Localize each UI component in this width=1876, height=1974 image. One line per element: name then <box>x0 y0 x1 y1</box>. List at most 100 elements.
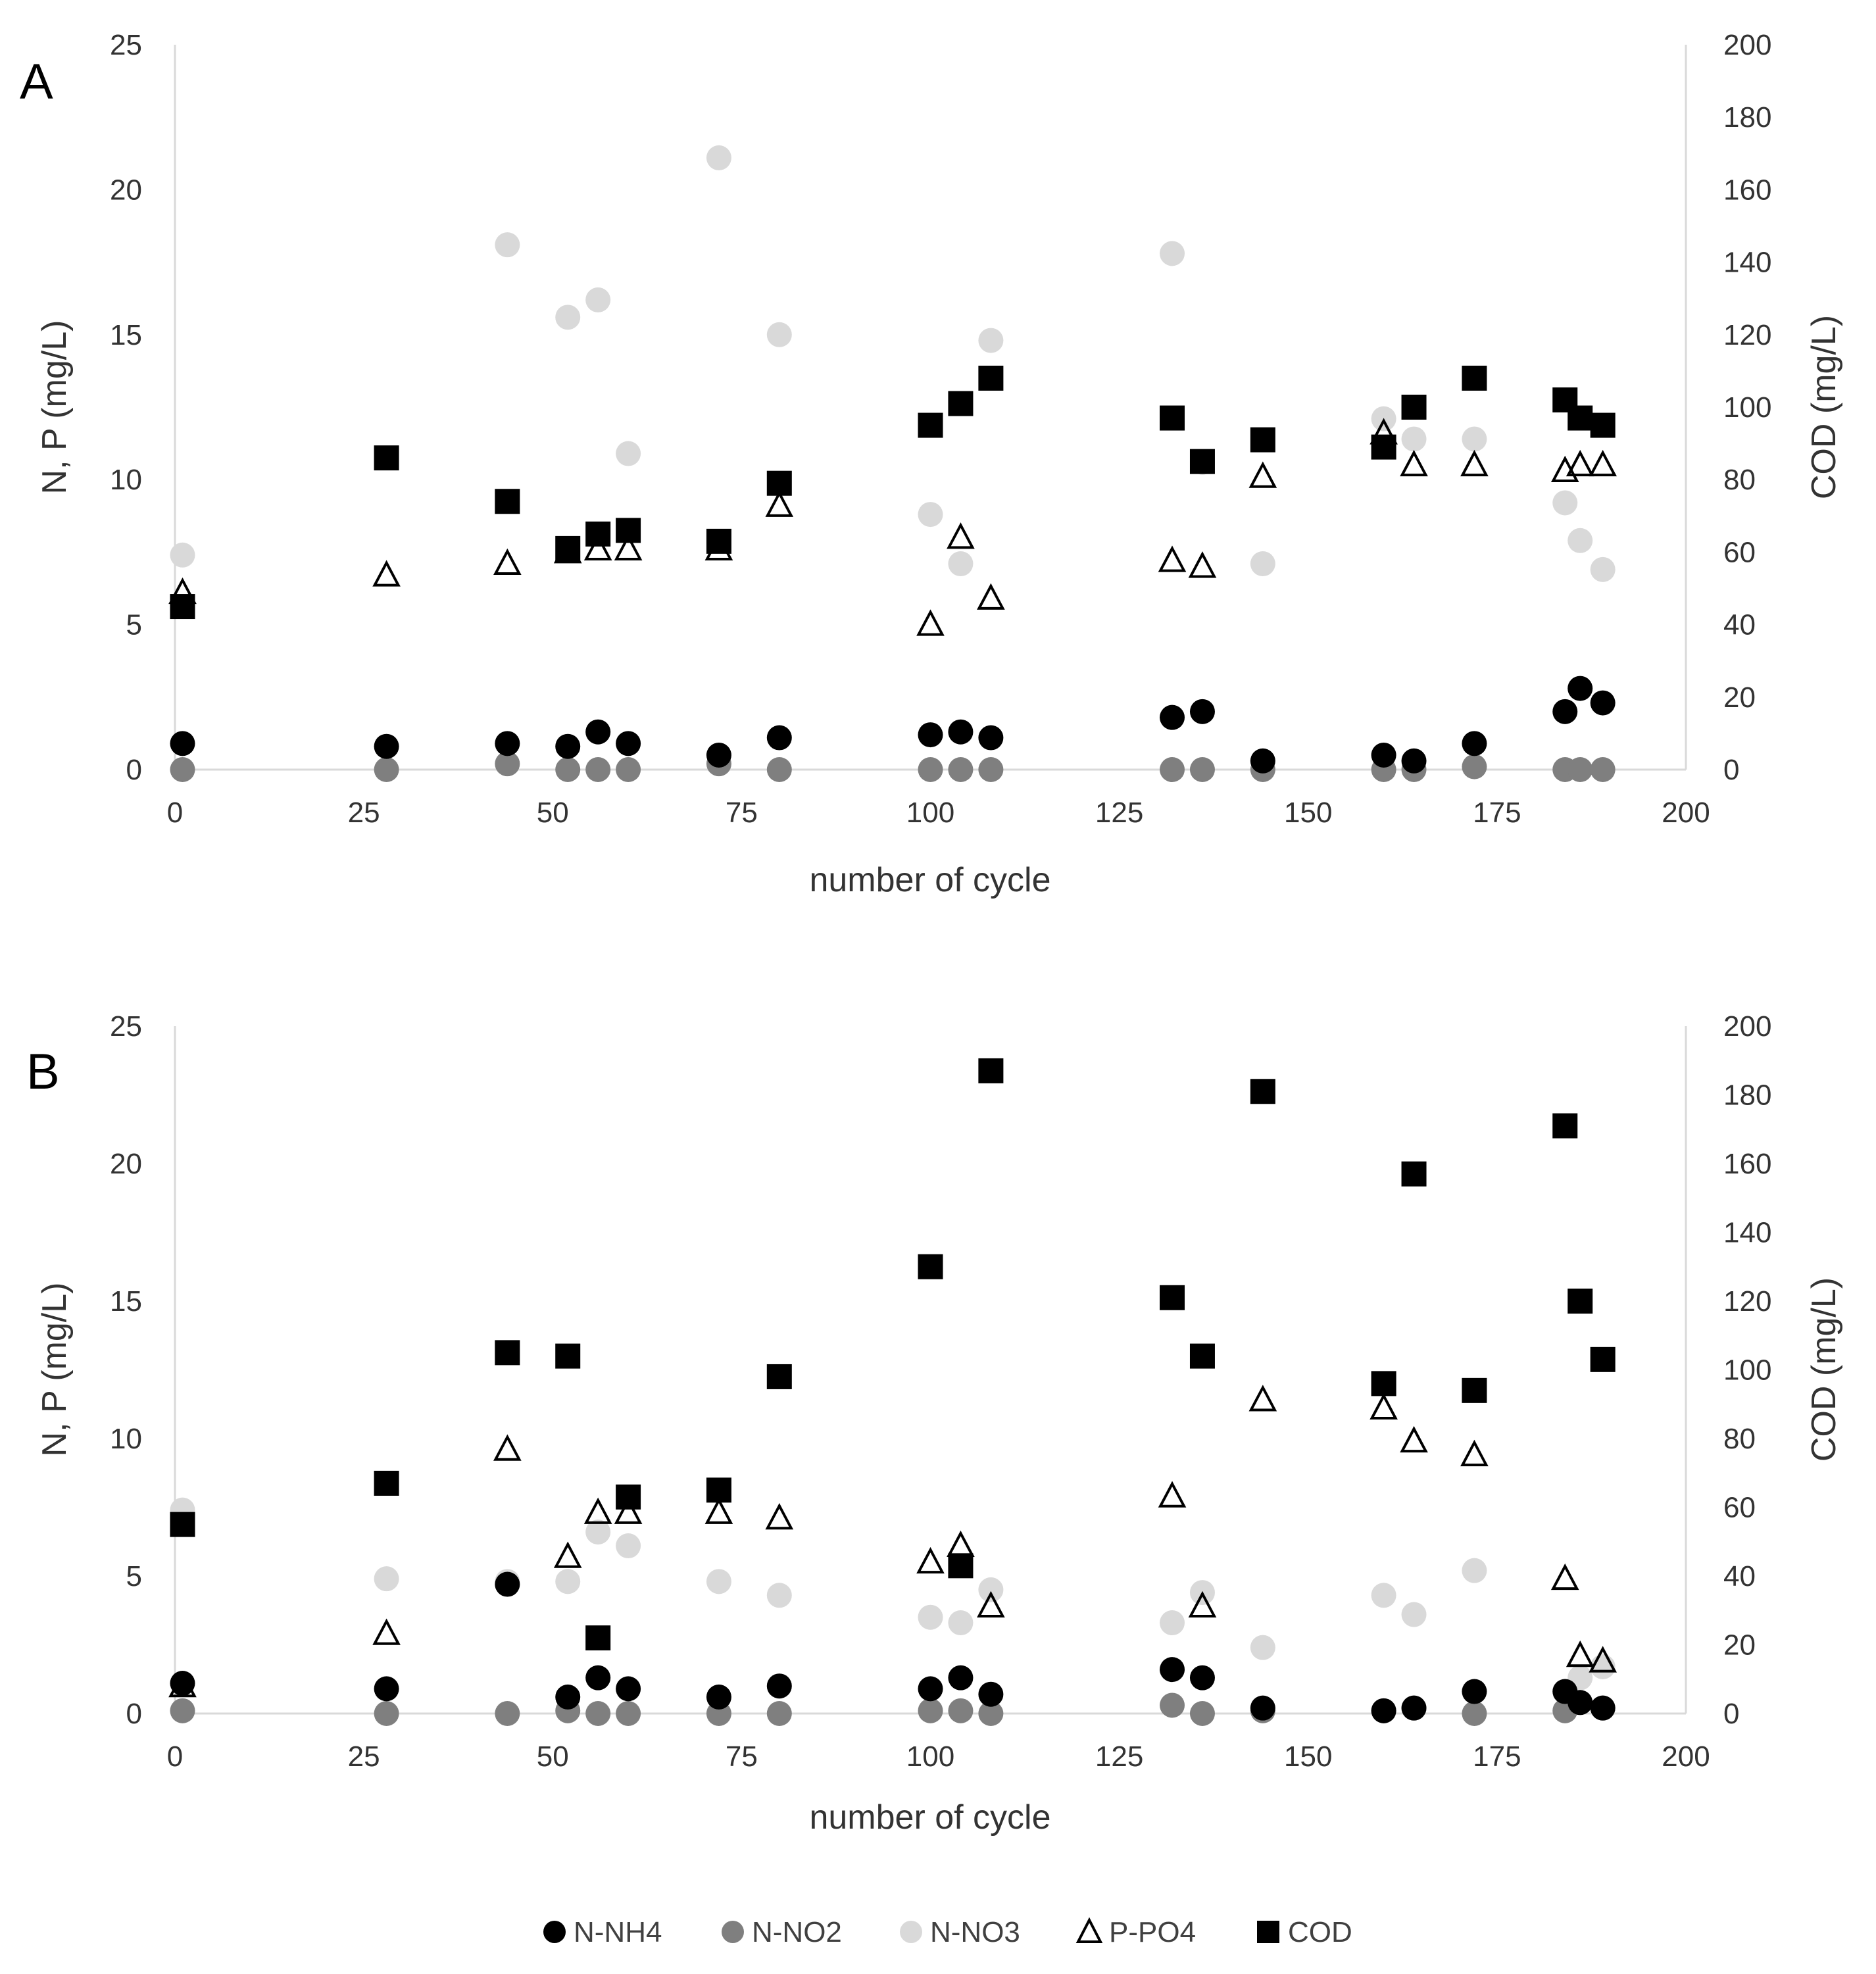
x-tick-label: 150 <box>1284 797 1332 829</box>
data-point <box>1590 690 1616 716</box>
data-point <box>170 1512 195 1537</box>
x-tick-label: 100 <box>906 797 954 829</box>
data-point <box>1370 1393 1398 1420</box>
data-point <box>766 1701 792 1726</box>
data-point <box>978 1701 1004 1726</box>
data-point <box>1590 412 1616 438</box>
data-point <box>766 1673 792 1699</box>
data-point <box>1189 757 1215 782</box>
series-n-no2 <box>170 751 1616 782</box>
data-point <box>170 594 195 620</box>
data-point <box>495 751 520 777</box>
legend-marker-circle <box>900 1921 922 1943</box>
series-cod <box>170 365 1616 620</box>
y-tick-label: 10 <box>110 1423 142 1455</box>
data-point <box>585 1625 611 1651</box>
data-point <box>918 1698 943 1723</box>
y-tick-label: 0 <box>126 754 142 786</box>
data-point <box>918 1676 943 1702</box>
data-point <box>1189 1343 1215 1369</box>
data-point <box>1250 1695 1275 1721</box>
y2-tick-label: 160 <box>1723 174 1771 206</box>
x-axis-title: number of cycle <box>809 1798 1050 1837</box>
data-point <box>1400 449 1428 477</box>
y2-tick-label: 20 <box>1723 681 1756 714</box>
data-point <box>1462 426 1487 452</box>
data-point <box>1567 1690 1593 1715</box>
data-point <box>766 470 792 496</box>
data-point <box>948 391 974 416</box>
data-point <box>1401 1602 1427 1627</box>
data-point <box>1401 426 1427 452</box>
data-point <box>1552 490 1578 516</box>
y2-tick-label: 40 <box>1723 609 1756 641</box>
data-point <box>372 1618 401 1645</box>
data-point <box>1567 405 1593 431</box>
data-point <box>766 322 792 347</box>
legend-item-n-no3: N-NO3 <box>900 1916 1020 1948</box>
y-tick-label: 25 <box>110 29 142 61</box>
y2-tick-label: 80 <box>1723 464 1756 496</box>
x-tick-label: 200 <box>1662 1740 1710 1773</box>
data-point <box>1250 1079 1275 1104</box>
data-point <box>947 522 975 549</box>
data-point <box>948 1665 974 1690</box>
y2-tick-label: 200 <box>1723 29 1771 61</box>
x-tick-label: 75 <box>726 797 758 829</box>
y2-tick-label: 20 <box>1723 1629 1756 1662</box>
data-point <box>1160 704 1185 730</box>
data-point <box>170 757 195 782</box>
data-marks <box>168 1058 1617 1726</box>
data-point <box>1590 1695 1616 1721</box>
data-point <box>495 1701 520 1726</box>
data-point <box>978 1058 1004 1083</box>
data-point <box>1552 1113 1578 1139</box>
data-point <box>555 733 581 759</box>
legend-marker-square <box>1257 1921 1279 1943</box>
data-point <box>948 1553 974 1579</box>
legend-label: N-NO2 <box>752 1916 842 1948</box>
right-y-tick-labels: 0 20 40 60 80 100 120 140 160 180 200 <box>1723 29 1771 786</box>
x-tick-label: 25 <box>348 797 380 829</box>
data-point <box>1371 1583 1396 1608</box>
data-point <box>948 757 974 782</box>
legend-item-n-no2: N-NO2 <box>722 1916 842 1948</box>
legend: N-NH4 N-NO2 N-NO3 P-PO4 COD <box>543 1916 1352 1948</box>
data-point <box>374 445 399 471</box>
data-point <box>978 1577 1004 1602</box>
y2-tick-label: 100 <box>1723 1354 1771 1387</box>
data-point <box>583 533 612 560</box>
y2-tick-label: 120 <box>1723 1285 1771 1318</box>
series-n-no3 <box>170 1497 1616 1704</box>
data-point <box>977 1591 1005 1617</box>
y2-tick-label: 40 <box>1723 1560 1756 1592</box>
data-point <box>374 1701 399 1726</box>
data-point <box>948 1698 974 1723</box>
data-point <box>616 518 641 543</box>
y2-tick-label: 0 <box>1723 1698 1739 1730</box>
data-point <box>493 1434 522 1461</box>
data-point <box>766 1583 792 1608</box>
panel-b: B 0 25 50 75 100 125 150 175 200 0 5 10 15 20 25 0 20 4… <box>26 1010 1843 1837</box>
data-point <box>616 1701 641 1726</box>
data-point <box>1550 1563 1579 1591</box>
data-point <box>1462 731 1487 756</box>
legend-label: N-NO3 <box>930 1916 1020 1948</box>
series-p-po4 <box>168 1385 1617 1698</box>
data-point <box>1189 1701 1215 1726</box>
data-point <box>1401 748 1427 774</box>
data-point <box>1189 449 1215 474</box>
x-tick-label: 125 <box>1095 797 1143 829</box>
data-point <box>918 1254 943 1279</box>
data-point <box>1160 1692 1185 1718</box>
series-n-no3 <box>170 145 1616 582</box>
y-tick-label: 25 <box>110 1010 142 1043</box>
y-tick-label: 10 <box>110 464 142 496</box>
left-y-tick-labels: 0 5 10 15 20 25 <box>110 29 142 786</box>
legend-label: N-NH4 <box>574 1916 662 1948</box>
x-axis-title: number of cycle <box>809 861 1050 899</box>
y2-tick-label: 0 <box>1723 754 1739 786</box>
y2-tick-label: 200 <box>1723 1010 1771 1043</box>
data-point <box>706 145 731 170</box>
